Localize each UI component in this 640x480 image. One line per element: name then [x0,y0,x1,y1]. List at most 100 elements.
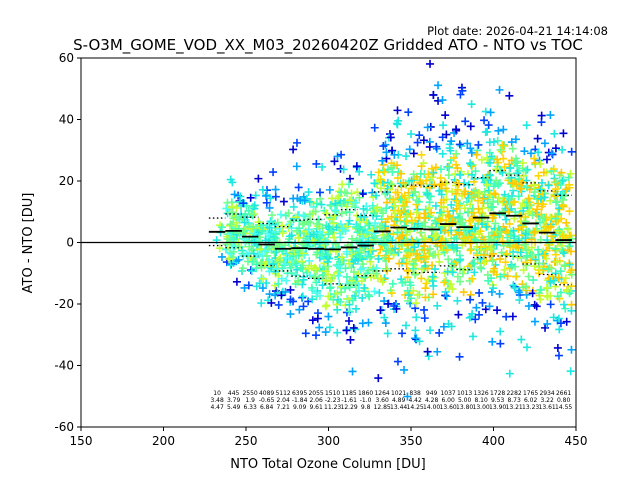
scatter-point [530,317,539,326]
scatter-point [391,188,400,197]
bin-stat-label: 949 [426,390,438,397]
scatter-point [279,197,288,206]
scatter-point [258,185,267,194]
scatter-point [479,194,488,203]
scatter-point [284,209,293,218]
scatter-point [282,253,291,262]
scatter-points [212,59,576,401]
bin-stat-label: 7.21 [276,404,290,411]
scatter-point [522,198,531,207]
scatter-point [280,260,289,269]
scatter-point [488,337,497,346]
scatter-point [399,201,408,210]
scatter-point [565,180,574,189]
scatter-point [459,234,468,243]
scatter-point [337,288,346,297]
scatter-point [423,347,432,356]
bin-stat-label: 9.53 [491,397,505,404]
scatter-point [489,267,498,276]
scatter-point [544,181,553,190]
scatter-point [345,307,354,316]
scatter-point [324,312,333,321]
scatter-point [412,313,421,322]
scatter-point [407,176,416,185]
scatter-point [559,175,568,184]
bin-stat-label: 9.09 [293,404,307,411]
scatter-point [421,233,430,242]
scatter-point [326,283,335,292]
scatter-point [400,365,409,374]
scatter-point [493,155,502,164]
scatter-point [405,193,414,202]
scatter-point [436,165,445,174]
scatter-point [371,218,380,227]
scatter-point [551,192,560,201]
scatter-point [561,274,570,283]
bin-stat-label: 13.90 [489,404,506,411]
y-tick-label: -20 [54,297,74,311]
scatter-point [565,289,574,298]
scatter-point [506,164,515,173]
scatter-point [388,146,397,155]
scatter-point [466,239,475,248]
scatter-point [491,190,500,199]
bin-stat-label: 4.89 [392,397,406,404]
scatter-point [265,223,274,232]
scatter-point [551,185,560,194]
bin-stat-label: -1.0 [360,397,372,404]
scatter-point [492,176,501,185]
scatter-point [246,266,255,275]
scatter-point [315,220,324,229]
scatter-point [388,181,397,190]
scatter-point [296,195,305,204]
scatter-point [255,279,264,288]
scatter-point [413,249,422,258]
scatter-point [487,274,496,283]
scatter-point [422,176,431,185]
scatter-point [535,289,544,298]
scatter-point [519,171,528,180]
scatter-point [338,180,347,189]
scatter-point [499,125,508,134]
bin-stat-label: 13.00 [473,404,490,411]
scatter-point [436,174,445,183]
scatter-point [504,207,513,216]
scatter-point [345,259,354,268]
scatter-point [337,200,346,209]
scatter-point [441,111,450,120]
scatter-point [360,283,369,292]
scatter-point [281,287,290,296]
scatter-point [309,230,318,239]
scatter-point [435,215,444,224]
scatter-point [308,316,317,325]
scatter-point [466,144,475,153]
bin-stat-label: 6.84 [260,404,274,411]
bin-stat-label: 1264 [374,390,389,397]
scatter-point [351,291,360,300]
scatter-point [523,165,532,174]
scatter-point [383,329,392,338]
scatter-point [455,228,464,237]
scatter-point [299,211,308,220]
scatter-point [336,233,345,242]
bin-stat-label: 9.61 [309,404,323,411]
scatter-point [342,249,351,258]
scatter-point [454,179,463,188]
y-axis-label: ATO - NTO [DU] [21,193,36,294]
scatter-point [443,267,452,276]
scatter-point [401,321,410,330]
scatter-point [506,230,515,239]
scatter-point [522,121,531,130]
scatter-point [352,162,361,171]
scatter-point [346,335,355,344]
bin-stat-label: 1728 [490,390,505,397]
scatter-point [322,301,331,310]
scatter-point [487,203,496,212]
scatter-point [458,86,467,95]
scatter-point [382,198,391,207]
scatter-point [432,142,441,151]
scatter-point [439,196,448,205]
scatter-point [331,240,340,249]
scatter-point [311,264,320,273]
scatter-point [311,331,320,340]
